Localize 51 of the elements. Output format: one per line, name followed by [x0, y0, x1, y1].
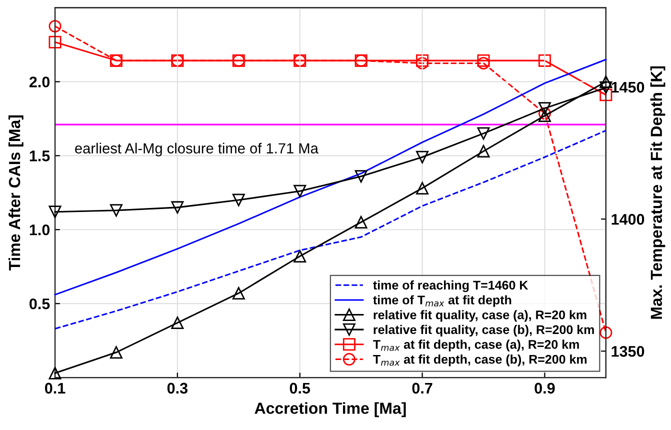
point	[171, 201, 184, 214]
point	[48, 36, 62, 48]
point	[354, 216, 368, 228]
point	[416, 150, 429, 164]
point	[110, 346, 122, 359]
point	[600, 88, 612, 102]
x-axis-title: Accretion Time [Ma]	[254, 402, 406, 418]
x-tick-label: 0.1	[45, 382, 66, 394]
point	[477, 127, 490, 140]
y2-tick-label: 1400	[612, 214, 644, 225]
point	[416, 54, 429, 67]
y2-tick-label: 1350	[612, 346, 644, 357]
legend-label: time of reaching T=1460 K	[373, 280, 528, 292]
legend-label: relative fit quality, case (a), R=20 km	[374, 310, 586, 322]
legend-label: time of T$_{max}$ at fit depth	[373, 295, 512, 307]
point	[538, 54, 551, 67]
point	[477, 56, 490, 70]
ref-line-label: earliest Al-Mg closure time of 1.71 Ma	[75, 142, 318, 156]
point	[48, 366, 62, 380]
x-tick-label: 0.7	[412, 382, 432, 394]
y2-axis-title: Max. Temperature at Fit Depth [K]	[650, 66, 666, 319]
legend-label: T$_{max}$ at fit depth, case (a), R=20 km	[373, 340, 579, 352]
point	[477, 54, 490, 67]
y-tick-label: 1.0	[30, 224, 50, 236]
y-tick-label: 0.5	[30, 298, 50, 310]
x-tick-label: 0.3	[167, 382, 188, 394]
point	[600, 81, 612, 94]
y2-tick-label: 1450	[612, 82, 644, 93]
point	[600, 326, 612, 339]
point	[171, 316, 184, 330]
x-tick-label: 0.9	[534, 382, 555, 394]
point	[538, 102, 551, 115]
point	[600, 75, 612, 88]
point	[294, 184, 306, 198]
y-axis-title: Time After CAIs [Ma]	[8, 115, 24, 271]
point	[477, 144, 490, 158]
legend-label: T$_{max}$ at fit depth, case (b), R=200 km	[373, 354, 587, 366]
point	[416, 182, 429, 194]
point	[354, 170, 368, 183]
line-series	[54, 58, 607, 296]
point	[48, 206, 62, 218]
point	[416, 56, 429, 70]
point	[110, 204, 122, 217]
y-tick-label: 2.0	[29, 76, 50, 88]
point	[294, 250, 306, 262]
y-tick-label: 1.5	[30, 150, 50, 162]
point	[48, 20, 62, 32]
point	[232, 194, 245, 206]
point	[232, 286, 245, 300]
x-tick-label: 0.5	[290, 382, 310, 394]
legend-label: relative fit quality, case (b), R=200 km	[374, 324, 594, 337]
